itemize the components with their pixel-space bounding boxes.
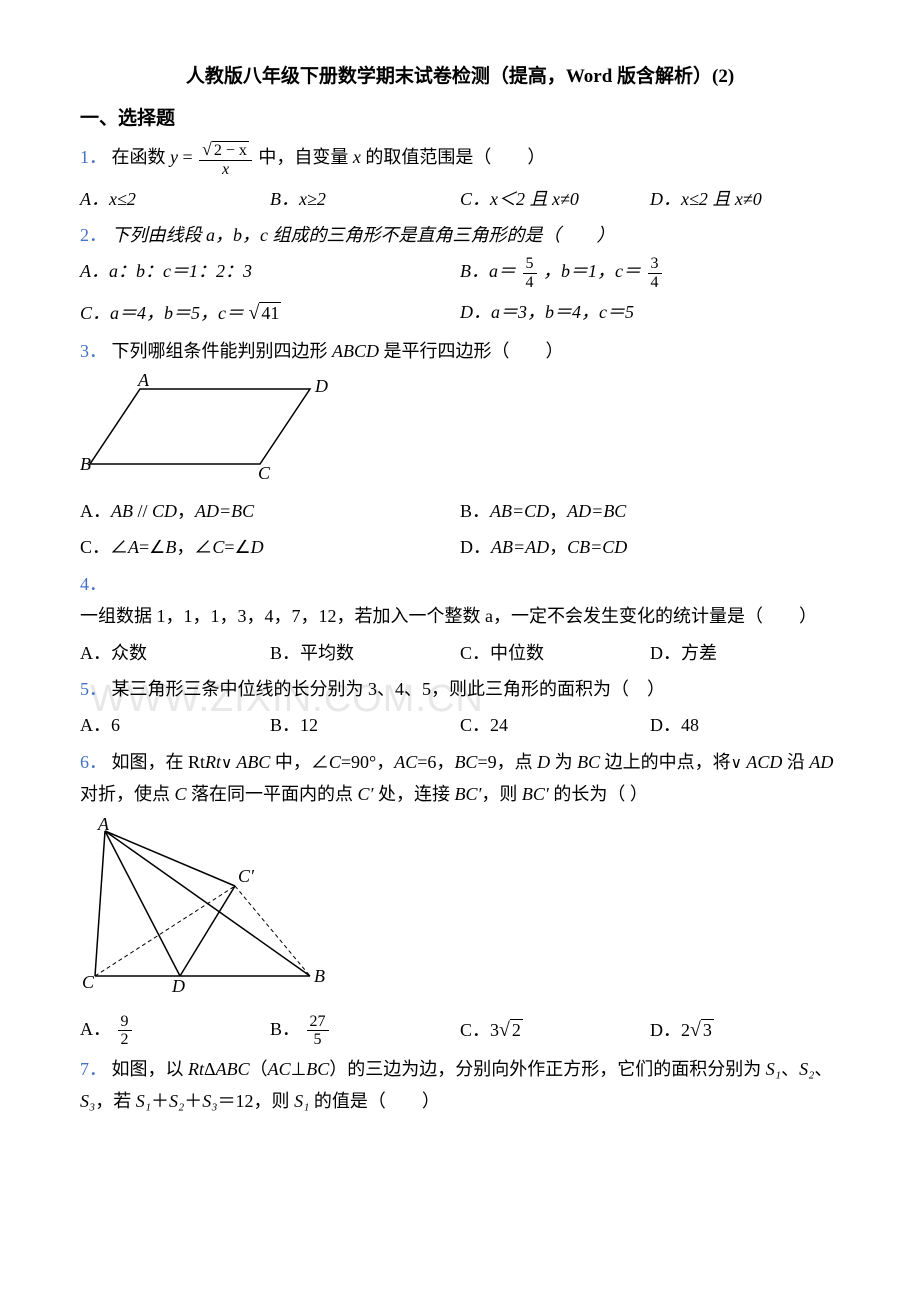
q7-number: 7． xyxy=(80,1059,107,1079)
q5-wrapper: WWW.ZIXIN.COM.CN 5． 某三角形三条中位线的长分别为 3、4、5… xyxy=(80,673,840,742)
q3-option-c: C．∠A=∠B，∠C=∠D xyxy=(80,531,460,563)
q1-y: y xyxy=(170,148,178,168)
edge-ad xyxy=(105,831,180,976)
q5-option-d: D．48 xyxy=(650,709,840,741)
label-d: D xyxy=(314,376,328,396)
q3-text: 下列哪组条件能判别四边形 ABCD 是平行四边形（ ） xyxy=(112,341,564,361)
sqrt-icon: 2 − x xyxy=(202,140,249,160)
q4-number: 4． xyxy=(80,574,107,594)
edge-ccp-dashed xyxy=(95,886,235,976)
q6-number: 6． xyxy=(80,752,107,772)
fold-triangle-diagram: A C D B C′ xyxy=(80,816,335,996)
q6-option-b: B． 275 xyxy=(270,1013,460,1049)
question-4: 4． 一组数据 1，1，1，3，4，7，12，若加入一个整数 a，一定不会发生变… xyxy=(80,568,840,633)
q6-text-b: ABC xyxy=(232,752,270,772)
q2-frac1: 54 xyxy=(523,255,537,291)
sqrt-icon: 2 xyxy=(499,1013,523,1049)
q6-frac-a: 92 xyxy=(118,1013,132,1049)
q6-option-c: C．32 xyxy=(460,1013,650,1049)
q6-option-a: A． 92 xyxy=(80,1013,270,1049)
q1-text-c: 的取值范围是（ ） xyxy=(365,148,545,168)
triangle-icon: ∨ xyxy=(731,750,742,778)
edge-dcp xyxy=(180,886,235,976)
q6-options: A． 92 B． 275 C．32 D．23 xyxy=(80,1013,840,1049)
page-title: 人教版八年级下册数学期末试卷检测（提高，Word 版含解析）(2) xyxy=(80,60,840,94)
sqrt-icon: 3 xyxy=(690,1013,714,1049)
q6-figure: A C D B C′ xyxy=(80,816,840,1006)
q4-option-c: C．中位数 xyxy=(460,637,650,669)
label-a: A xyxy=(137,374,150,390)
label-c: C xyxy=(82,972,95,992)
q1-text-a: 在函数 xyxy=(112,148,171,168)
question-3: 3． 下列哪组条件能判别四边形 ABCD 是平行四边形（ ） xyxy=(80,335,840,367)
label-b: B xyxy=(80,454,91,474)
parallelogram-diagram: A D B C xyxy=(80,374,340,479)
triangle-icon: ∨ xyxy=(221,750,232,778)
q3-option-b: B．AB=CD，AD=BC xyxy=(460,495,840,527)
q1-number: 1． xyxy=(80,148,107,168)
question-6: 6． 如图，在 RtRt∨ ABC 中，∠C=90°，AC=6，BC=9，点 D… xyxy=(80,746,840,811)
q4-option-d: D．方差 xyxy=(650,637,840,669)
q7-text: 如图，以 RtΔABC（AC⊥BC）的三边为边，分别向外作正方形，它们的面积分别… xyxy=(80,1059,832,1111)
q2-option-d: D．a＝3，b＝4，c＝5 xyxy=(460,296,840,332)
q3-option-d: D．AB=AD，CB=CD xyxy=(460,531,840,563)
question-2: 2． 下列由线段 a，b，c 组成的三角形不是直角三角形的是（ ） xyxy=(80,219,840,251)
label-b: B xyxy=(314,966,325,986)
q1-option-d: D．x≤2 且 x≠0 xyxy=(650,183,840,215)
parallelogram-shape xyxy=(90,389,310,464)
label-d: D xyxy=(171,976,185,996)
q6-frac-b: 275 xyxy=(307,1013,329,1049)
q4-text: 一组数据 1，1，1，3，4，7，12，若加入一个整数 a，一定不会发生变化的统… xyxy=(80,606,817,626)
sqrt-icon: 41 xyxy=(249,296,282,332)
q1-text-b: 中，自变量 xyxy=(258,148,353,168)
q1-option-b: B．x≥2 xyxy=(270,183,460,215)
q3-options-row2: C．∠A=∠B，∠C=∠D D．AB=AD，CB=CD xyxy=(80,531,840,563)
q4-options: A．众数 B．平均数 C．中位数 D．方差 xyxy=(80,637,840,669)
q2-option-c: C．a＝4，b＝5，c＝ 41 xyxy=(80,296,460,332)
q5-option-c: C．24 xyxy=(460,709,650,741)
q5-options: A．6 B．12 C．24 D．48 xyxy=(80,709,840,741)
label-cp: C′ xyxy=(238,866,255,886)
q2-text: 下列由线段 a，b，c 组成的三角形不是直角三角形的是（ ） xyxy=(112,225,615,245)
q5-option-b: B．12 xyxy=(270,709,460,741)
label-a: A xyxy=(97,816,110,834)
q3-number: 3． xyxy=(80,341,107,361)
q4-option-a: A．众数 xyxy=(80,637,270,669)
q5-text: 某三角形三条中位线的长分别为 3、4、5，则此三角形的面积为（ ） xyxy=(112,679,666,699)
edge-ac xyxy=(95,831,105,976)
q2-options-row1: A．a：b：c＝1：2：3 B．a＝ 54 ，b＝1，c＝ 34 xyxy=(80,255,840,291)
q3-options-row1: A．AB // CD，AD=BC B．AB=CD，AD=BC xyxy=(80,495,840,527)
q1-fraction: 2 − x x xyxy=(199,140,252,178)
question-7: 7． 如图，以 RtΔABC（AC⊥BC）的三边为边，分别向外作正方形，它们的面… xyxy=(80,1053,840,1118)
q6-option-d: D．23 xyxy=(650,1013,840,1049)
q2-option-a: A．a：b：c＝1：2：3 xyxy=(80,255,460,291)
page-content: 人教版八年级下册数学期末试卷检测（提高，Word 版含解析）(2) 一、选择题 … xyxy=(80,60,840,1118)
q6-text-a: 如图，在 Rt xyxy=(112,752,206,772)
label-c: C xyxy=(258,463,271,479)
q1-x: x xyxy=(353,148,361,168)
q1-option-c: C．x＜2 且 x≠0 xyxy=(460,183,650,215)
q2-option-b: B．a＝ 54 ，b＝1，c＝ 34 xyxy=(460,255,840,291)
q1-eq: = xyxy=(183,148,193,168)
q1-option-a: A．x≤2 xyxy=(80,183,270,215)
section-1-header: 一、选择题 xyxy=(80,102,840,136)
q5-number: 5． xyxy=(80,679,107,699)
question-5: 5． 某三角形三条中位线的长分别为 3、4、5，则此三角形的面积为（ ） xyxy=(80,673,840,705)
q4-option-b: B．平均数 xyxy=(270,637,460,669)
q1-options: A．x≤2 B．x≥2 C．x＜2 且 x≠0 D．x≤2 且 x≠0 xyxy=(80,183,840,215)
q3-figure: A D B C xyxy=(80,374,840,489)
q2-frac2: 34 xyxy=(648,255,662,291)
q2-number: 2． xyxy=(80,225,107,245)
q2-options-row2: C．a＝4，b＝5，c＝ 41 D．a＝3，b＝4，c＝5 xyxy=(80,296,840,332)
q5-option-a: A．6 xyxy=(80,709,270,741)
q3-option-a: A．AB // CD，AD=BC xyxy=(80,495,460,527)
question-1: 1． 在函数 y = 2 − x x 中，自变量 x 的取值范围是（ ） xyxy=(80,140,840,178)
